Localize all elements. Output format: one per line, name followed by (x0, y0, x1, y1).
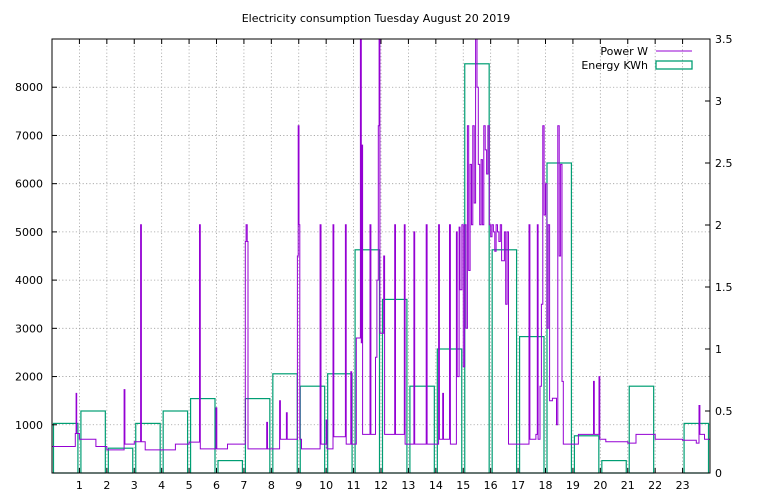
energy-bar (107, 447, 134, 474)
y-right-tick-label: 3.5 (715, 33, 733, 46)
x-tick-label: 4 (158, 479, 165, 492)
x-tick-label: 22 (648, 479, 662, 492)
x-tick-label: 21 (621, 479, 635, 492)
chart-title: Electricity consumption Tuesday August 2… (242, 12, 511, 25)
y-right-tick-label: 3 (715, 95, 722, 108)
energy-bar (80, 410, 106, 474)
legend: Power W Energy KWh (581, 45, 693, 72)
x-tick-label: 15 (456, 479, 470, 492)
energy-bar (272, 373, 298, 474)
x-tick-label: 7 (240, 479, 247, 492)
x-tick-label: 20 (593, 479, 607, 492)
axis-ticks (52, 38, 710, 474)
legend-swatch-energy (655, 60, 693, 70)
y-right-axis-tick-labels: 0 0.5 1 1.5 2 2.5 3 3.5 (715, 33, 733, 480)
energy-bar (52, 422, 79, 474)
power-series (52, 38, 711, 451)
grid-lines (52, 39, 710, 473)
y-right-tick-label: 0 (715, 467, 722, 480)
energy-bar (628, 385, 655, 474)
x-tick-label: 12 (374, 479, 388, 492)
energy-bar (189, 398, 216, 474)
energy-bar (601, 460, 627, 474)
x-tick-label: 14 (429, 479, 443, 492)
y-left-tick-label: 1000 (15, 419, 43, 432)
y-right-tick-label: 0.5 (715, 405, 733, 418)
legend-label-energy: Energy KWh (581, 59, 648, 72)
energy-bar (217, 460, 244, 474)
x-tick-label: 17 (511, 479, 525, 492)
energy-bar (683, 422, 710, 474)
legend-label-power: Power W (600, 45, 648, 58)
x-tick-label: 9 (295, 479, 302, 492)
x-tick-label: 5 (186, 479, 193, 492)
y-left-tick-label: 5000 (15, 226, 43, 239)
x-tick-label: 1 (76, 479, 83, 492)
y-left-axis-tick-labels: 1000 2000 3000 4000 5000 6000 7000 8000 (15, 81, 43, 432)
y-right-tick-label: 1.5 (715, 281, 733, 294)
y-left-tick-label: 4000 (15, 274, 43, 287)
power-line (52, 38, 711, 451)
y-right-tick-label: 2.5 (715, 157, 733, 170)
x-tick-label: 10 (319, 479, 333, 492)
legend-entry-power: Power W (600, 45, 692, 58)
legend-entry-energy: Energy KWh (581, 59, 693, 72)
x-tick-label: 2 (103, 479, 110, 492)
x-tick-label: 16 (484, 479, 498, 492)
y-left-tick-label: 8000 (15, 81, 43, 94)
x-tick-label: 18 (539, 479, 553, 492)
energy-bar (491, 249, 518, 474)
y-left-tick-label: 6000 (15, 178, 43, 191)
x-axis-tick-labels: 1 2 3 4 5 6 7 8 9 10 11 12 13 14 15 16 17 18 19 20 21 22 23 (76, 479, 690, 492)
x-tick-label: 6 (213, 479, 220, 492)
x-tick-label: 13 (401, 479, 415, 492)
y-left-tick-label: 3000 (15, 322, 43, 335)
y-left-tick-label: 7000 (15, 129, 43, 142)
x-tick-label: 8 (268, 479, 275, 492)
x-tick-label: 11 (347, 479, 361, 492)
x-tick-label: 23 (676, 479, 690, 492)
y-right-tick-label: 1 (715, 343, 722, 356)
y-left-tick-label: 2000 (15, 371, 43, 384)
x-tick-label: 19 (566, 479, 580, 492)
energy-bar (244, 398, 271, 474)
energy-bar (162, 410, 189, 474)
energy-bar (135, 422, 161, 474)
energy-bar (327, 373, 353, 474)
y-right-tick-label: 2 (715, 219, 722, 232)
x-tick-label: 3 (131, 479, 138, 492)
